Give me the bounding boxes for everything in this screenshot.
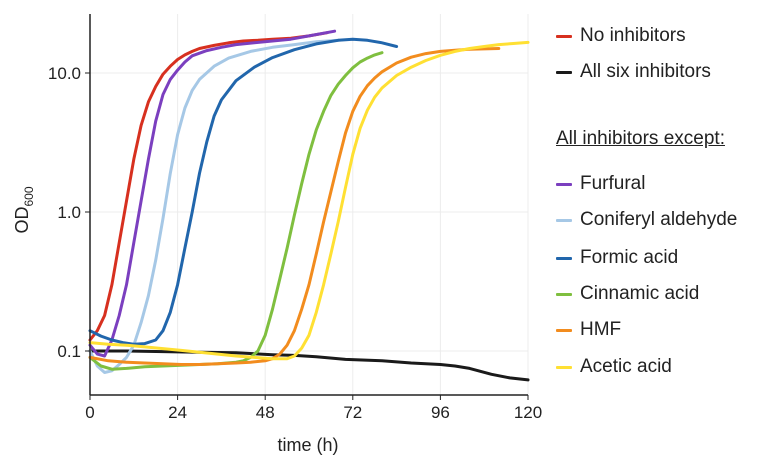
legend-item-formic-acid: Formic acid bbox=[556, 246, 678, 270]
series-line-coniferyl-aldehyde bbox=[88, 38, 340, 374]
legend-label: Acetic acid bbox=[580, 356, 672, 377]
legend-label: Formic acid bbox=[580, 247, 679, 268]
y-axis-label-subscript: 600 bbox=[22, 186, 36, 206]
legend-item-coniferyl-aldehyde: Coniferyl aldehyde bbox=[556, 208, 737, 232]
series-line-acetic-acid bbox=[88, 40, 530, 361]
x-tick-label: 48 bbox=[256, 403, 275, 422]
y-tick-label: 1.0 bbox=[57, 203, 81, 222]
series-line-cinnamic-acid bbox=[88, 51, 384, 371]
legend-swatch bbox=[556, 218, 572, 222]
y-axis-label-main: OD bbox=[12, 207, 32, 234]
series-line-no-inhibitors bbox=[88, 31, 329, 342]
legend-label: Furfural bbox=[580, 173, 646, 194]
legend-item-furfural: Furfural bbox=[556, 172, 645, 196]
y-axis-label: OD600 bbox=[12, 186, 36, 233]
legend-swatch bbox=[556, 328, 572, 332]
legend-group-heading: All inhibitors except: bbox=[556, 128, 725, 149]
legend-swatch bbox=[556, 365, 572, 369]
legend-item-cinnamic-acid: Cinnamic acid bbox=[556, 282, 699, 306]
legend-label: Cinnamic acid bbox=[580, 283, 700, 304]
series-line-formic-acid bbox=[88, 37, 399, 346]
legend-swatch bbox=[556, 256, 572, 260]
y-tick-label: 0.1 bbox=[57, 342, 81, 361]
x-axis-label: time (h) bbox=[277, 435, 338, 455]
legend-swatch bbox=[556, 182, 572, 186]
legend-item-acetic-acid: Acetic acid bbox=[556, 355, 672, 379]
series-line-all-six-inhibitors bbox=[88, 349, 530, 382]
x-tick-label: 24 bbox=[168, 403, 187, 422]
x-tick-label: 120 bbox=[514, 403, 542, 422]
y-tick-label: 10.0 bbox=[48, 64, 81, 83]
x-tick-label: 72 bbox=[343, 403, 362, 422]
legend-label: Coniferyl aldehyde bbox=[580, 209, 738, 230]
legend-label: All six inhibitors bbox=[580, 61, 711, 82]
axes: 0 24 48 72 96 120 0.1 1.0 10.0 bbox=[48, 14, 542, 422]
legend-swatch bbox=[556, 34, 572, 38]
legend-item-all-six-inhibitors: All six inhibitors bbox=[556, 60, 711, 84]
x-tick-label: 0 bbox=[85, 403, 94, 422]
series-layer bbox=[88, 29, 530, 382]
legend-item-hmf: HMF bbox=[556, 318, 621, 342]
x-tick-label: 96 bbox=[431, 403, 450, 422]
legend-item-no-inhibitors: No inhibitors bbox=[556, 24, 686, 48]
legend-swatch bbox=[556, 292, 572, 296]
series-line-furfural bbox=[88, 29, 337, 358]
legend-label: HMF bbox=[580, 319, 622, 340]
series-line-hmf bbox=[88, 47, 501, 366]
legend-swatch bbox=[556, 70, 572, 74]
legend-label: No inhibitors bbox=[580, 25, 686, 46]
